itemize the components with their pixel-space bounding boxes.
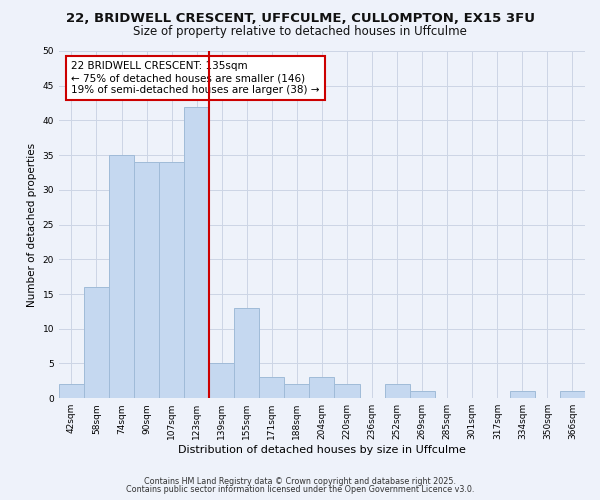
- Y-axis label: Number of detached properties: Number of detached properties: [27, 142, 37, 306]
- Bar: [410, 392, 434, 398]
- Bar: [59, 384, 84, 398]
- Bar: [209, 364, 234, 398]
- Bar: [159, 162, 184, 398]
- Bar: [310, 378, 334, 398]
- Bar: [109, 155, 134, 398]
- Bar: [259, 378, 284, 398]
- Bar: [84, 287, 109, 398]
- Text: Contains HM Land Registry data © Crown copyright and database right 2025.: Contains HM Land Registry data © Crown c…: [144, 477, 456, 486]
- Bar: [385, 384, 410, 398]
- Bar: [284, 384, 310, 398]
- Bar: [234, 308, 259, 398]
- Bar: [510, 392, 535, 398]
- Bar: [334, 384, 359, 398]
- Bar: [560, 392, 585, 398]
- Bar: [184, 106, 209, 398]
- Text: 22 BRIDWELL CRESCENT: 135sqm
← 75% of detached houses are smaller (146)
19% of s: 22 BRIDWELL CRESCENT: 135sqm ← 75% of de…: [71, 62, 320, 94]
- Text: 22, BRIDWELL CRESCENT, UFFCULME, CULLOMPTON, EX15 3FU: 22, BRIDWELL CRESCENT, UFFCULME, CULLOMP…: [65, 12, 535, 26]
- Text: Size of property relative to detached houses in Uffculme: Size of property relative to detached ho…: [133, 25, 467, 38]
- Text: Contains public sector information licensed under the Open Government Licence v3: Contains public sector information licen…: [126, 485, 474, 494]
- X-axis label: Distribution of detached houses by size in Uffculme: Distribution of detached houses by size …: [178, 445, 466, 455]
- Bar: [134, 162, 159, 398]
